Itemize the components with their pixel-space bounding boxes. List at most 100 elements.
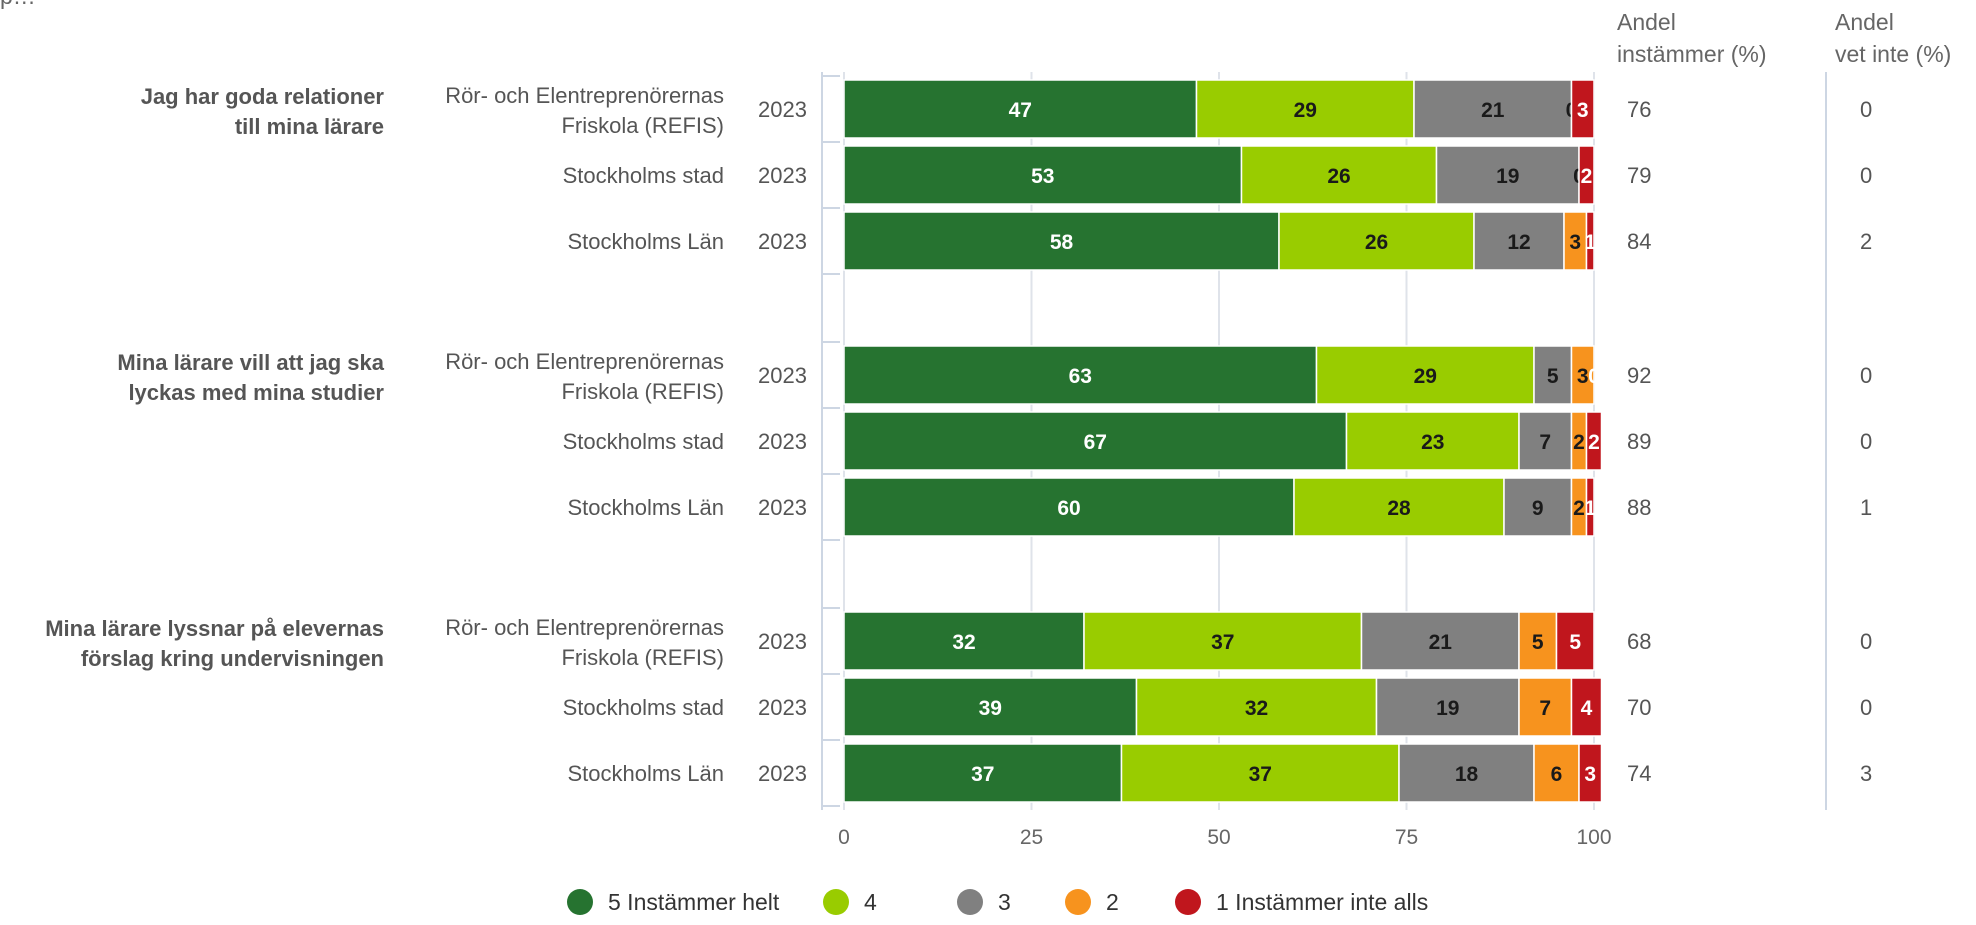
bar-segment-5 (1555, 611, 1595, 671)
bar-segment-1 (843, 477, 1295, 537)
question-label-line2: förslag kring undervisningen (81, 646, 384, 671)
legend-marker (567, 889, 593, 915)
data-label: 9 (1532, 497, 1544, 520)
x-tick-label: 0 (838, 826, 850, 849)
data-label: 23 (1421, 431, 1444, 454)
data-label: 29 (1414, 365, 1437, 388)
entity-label-line1: Rör- och Elentreprenörernas (445, 615, 724, 640)
bar-segment-2 (1345, 411, 1520, 471)
bar-segment-5 (1570, 79, 1595, 139)
bar-segment-5 (1578, 743, 1603, 803)
entity-label: Stockholms Län (567, 229, 724, 254)
data-label: 5 (1547, 365, 1559, 388)
agree-percent: 84 (1627, 229, 1651, 254)
bar-segment-3 (1533, 345, 1573, 405)
data-label: 7 (1539, 697, 1551, 720)
entity-label-line2: Friskola (REFIS) (561, 645, 724, 670)
legend-item-label: 4 (864, 889, 877, 915)
bar-segment-2 (1195, 79, 1415, 139)
bar-segment-2 (1135, 677, 1378, 737)
bar-segment-5 (1578, 145, 1595, 205)
data-label: 3 (1584, 763, 1596, 786)
bar-segment-3 (1360, 611, 1520, 671)
data-label: 28 (1387, 497, 1411, 520)
bar-segment-2 (1293, 477, 1505, 537)
data-label: 3 (1569, 231, 1581, 254)
agree-percent: 68 (1627, 629, 1651, 654)
data-label: 32 (952, 631, 975, 654)
data-label: 37 (1211, 631, 1234, 654)
entity-label-line1: Rör- och Elentreprenörernas (445, 83, 724, 108)
data-label: 26 (1365, 231, 1388, 254)
data-label: 21 (1481, 99, 1505, 122)
header-dontknow-line1: Andel (1835, 9, 1894, 35)
question-label-line1: Mina lärare lyssnar på elevernas (45, 616, 384, 641)
data-label: 2 (1588, 431, 1600, 454)
question-label-line2: till mina lärare (235, 114, 384, 139)
data-label: 37 (1249, 763, 1272, 786)
agree-percent: 92 (1627, 363, 1651, 388)
header-agree-line1: Andel (1617, 9, 1676, 35)
legend-marker (1065, 889, 1091, 915)
bar-segment-5 (1585, 477, 1595, 537)
data-label: 5 (1532, 631, 1544, 654)
data-label: 19 (1496, 165, 1519, 188)
legend-marker (1175, 889, 1201, 915)
bar-segment-5 (1570, 677, 1603, 737)
data-label: 3 (1577, 365, 1589, 388)
data-label: 6 (1551, 763, 1563, 786)
entity-label-line2: Friskola (REFIS) (561, 379, 724, 404)
data-label: 53 (1031, 165, 1054, 188)
bar-segment-1 (843, 211, 1280, 271)
question-label-line1: Mina lärare vill att jag ska (117, 350, 384, 375)
x-tick-label: 100 (1576, 826, 1611, 849)
year-label: 2023 (758, 429, 807, 454)
dontknow-percent: 0 (1860, 695, 1872, 720)
bar-segment-1 (843, 79, 1198, 139)
header-agree-line2: instämmer (%) (1617, 41, 1767, 67)
data-label: 1 (1584, 231, 1596, 254)
year-label: 2023 (758, 97, 807, 122)
bar-segment-2 (1120, 743, 1400, 803)
bar-segment-5 (1585, 211, 1595, 271)
entity-label: Stockholms stad (563, 695, 724, 720)
data-label: 26 (1327, 165, 1350, 188)
data-label: 67 (1084, 431, 1107, 454)
bar-segment-4 (1533, 743, 1580, 803)
legend-item-label: 3 (998, 889, 1011, 915)
data-label: 7 (1539, 431, 1551, 454)
legend-item-label: 2 (1106, 889, 1119, 915)
dontknow-percent: 0 (1860, 429, 1872, 454)
agree-percent: 70 (1627, 695, 1651, 720)
data-label: 19 (1436, 697, 1459, 720)
bar-segment-1 (843, 345, 1318, 405)
data-label: 0 (1588, 365, 1600, 388)
data-label: 5 (1569, 631, 1581, 654)
dontknow-percent: 2 (1860, 229, 1872, 254)
dontknow-percent: 0 (1860, 363, 1872, 388)
x-tick-label: 25 (1020, 826, 1043, 849)
legend-marker (957, 889, 983, 915)
legend-item-label: 1 Instämmer inte alls (1216, 889, 1428, 915)
data-label: 18 (1455, 763, 1479, 786)
data-label: 32 (1245, 697, 1268, 720)
question-label-line1: Jag har goda relationer (141, 84, 385, 109)
data-label: 2 (1573, 431, 1585, 454)
bar-segment-2 (1240, 145, 1438, 205)
entity-label-line2: Friskola (REFIS) (561, 113, 724, 138)
bar-segment-3 (1413, 79, 1573, 139)
dontknow-percent: 1 (1860, 495, 1872, 520)
bar-segment-4 (1518, 677, 1573, 737)
data-label: 1 (1584, 497, 1596, 520)
dontknow-percent: 0 (1860, 629, 1872, 654)
data-label: 39 (979, 697, 1002, 720)
data-label: 12 (1507, 231, 1530, 254)
bar-segment-3 (1375, 677, 1520, 737)
year-label: 2023 (758, 695, 807, 720)
entity-label-line1: Rör- och Elentreprenörernas (445, 349, 724, 374)
year-label: 2023 (758, 495, 807, 520)
header-dontknow-line2: vet inte (%) (1835, 41, 1951, 67)
year-label: 2023 (758, 229, 807, 254)
